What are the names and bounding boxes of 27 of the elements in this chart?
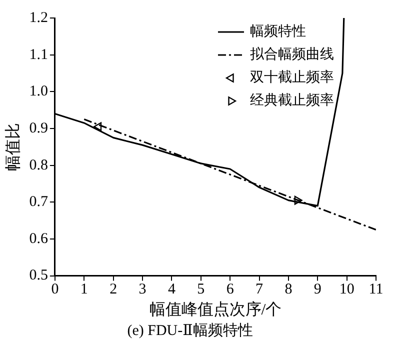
- x-tick-label: 1: [80, 282, 88, 298]
- x-tick-label: 0: [51, 282, 59, 298]
- y-tick-label: 0.9: [29, 120, 48, 136]
- legend-label: 拟合幅频曲线: [250, 46, 334, 63]
- x-tick-label: 11: [368, 282, 384, 298]
- x-tick-label: 8: [284, 282, 292, 298]
- x-axis-title: 幅值峰值点次序/个: [149, 300, 282, 319]
- text: (e) FDU-Ⅱ幅频特性: [127, 322, 253, 339]
- x-tick-label: 6: [226, 282, 234, 298]
- y-axis-title: 幅值比: [4, 122, 22, 171]
- x-tick-label: 2: [110, 282, 118, 298]
- x-tick-label: 4: [168, 282, 176, 298]
- legend-label: 经典截止频率: [250, 92, 334, 109]
- x-tick-label: 3: [138, 282, 146, 298]
- x-tick-label: 7: [256, 282, 264, 298]
- y-tick-label: 1.1: [29, 46, 48, 63]
- x-tick-label: 5: [197, 282, 205, 298]
- y-tick-label: 0.7: [29, 194, 48, 210]
- y-tick-label: 0.8: [29, 157, 48, 174]
- legend-label: 双十截止频率: [250, 70, 334, 86]
- y-tick-label: 0.6: [29, 230, 48, 247]
- y-tick-label: 1.2: [29, 10, 48, 26]
- y-tick-label: 0.5: [29, 268, 48, 284]
- x-tick-label: 10: [339, 282, 354, 298]
- y-tick-label: 1.0: [29, 84, 48, 100]
- x-tick-label: 9: [314, 282, 322, 298]
- legend-label: 幅频特性: [250, 24, 306, 40]
